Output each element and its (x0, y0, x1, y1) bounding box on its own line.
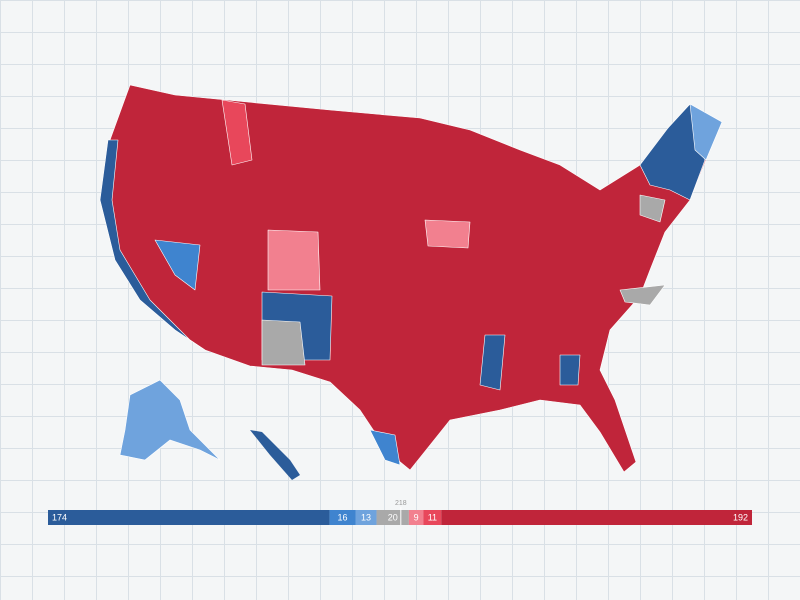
mississippi-districts (479, 334, 506, 391)
seat-segment (329, 510, 356, 525)
alaska (119, 379, 221, 461)
maine-districts (689, 103, 723, 161)
seat-segment (441, 510, 752, 525)
carolina-gray (619, 284, 666, 306)
new-mexico-gray (261, 319, 306, 366)
seat-count: 9 (414, 512, 419, 522)
seat-count: 20 (388, 512, 398, 522)
montana-districts (221, 99, 253, 166)
seat-segment (355, 510, 377, 525)
alabama-districts (559, 354, 581, 386)
hawaii (250, 430, 300, 480)
seat-count: 174 (52, 512, 67, 522)
nevada-districts (154, 239, 201, 291)
seat-segment (423, 510, 442, 525)
us-map (99, 84, 723, 473)
seat-count: 11 (428, 512, 437, 522)
utah-districts (267, 229, 321, 291)
pacific-coast-districts (99, 139, 206, 351)
mid-atlantic-gray (639, 194, 666, 223)
majority-label: 218 (395, 500, 407, 507)
northeast-districts (639, 103, 706, 201)
seat-segment (48, 510, 330, 525)
seat-count: 13 (361, 512, 371, 522)
seat-segment (408, 510, 424, 525)
seat-count: 192 (733, 512, 748, 522)
texas-south-districts (369, 429, 401, 466)
seat-count: 16 (338, 512, 348, 522)
seat-bar: 174 16 13 20 9 11 192 218 (48, 500, 752, 525)
iowa-districts (424, 219, 471, 249)
